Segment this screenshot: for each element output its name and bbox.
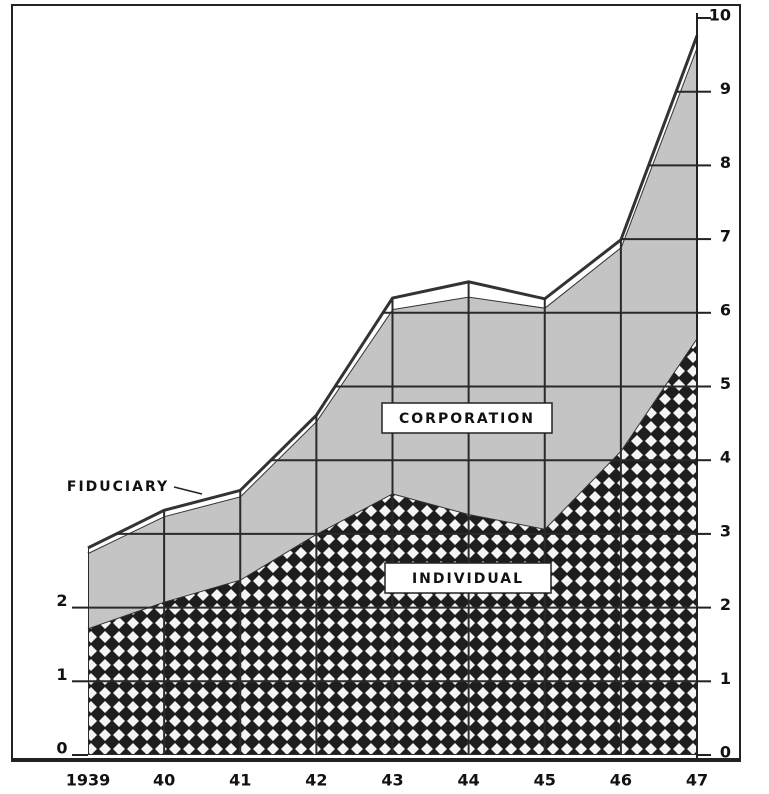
- y-tick-label: 4: [720, 448, 731, 467]
- y-tick-label: 7: [720, 227, 731, 246]
- x-tick-label: 44: [457, 771, 479, 790]
- y-tick-label: 9: [720, 79, 731, 98]
- y-tick-label: 5: [720, 374, 731, 393]
- x-tick-label: 47: [686, 771, 708, 790]
- series-label: INDIVIDUAL: [412, 571, 524, 587]
- y-tick-label: 1: [720, 669, 731, 688]
- label-box: [384, 562, 552, 594]
- x-tick-label: 1939: [66, 771, 111, 790]
- label-pointer: [173, 486, 203, 495]
- x-tick-label: 46: [610, 771, 632, 790]
- y-tick-label: 2: [720, 595, 731, 614]
- frame: [11, 4, 741, 762]
- x-tick-label: 43: [381, 771, 403, 790]
- x-tick-label: 45: [534, 771, 556, 790]
- y-tick-label: 0: [720, 743, 731, 762]
- y-tick-label: 8: [720, 153, 731, 172]
- x-tick-label: 40: [153, 771, 175, 790]
- x-tick-label: 42: [305, 771, 327, 790]
- y2-tick-label: 2: [56, 591, 67, 610]
- y2-tick-label: 0: [56, 739, 67, 758]
- labels: CORPORATION INDIVIDUAL FIDUCIARY: [67, 402, 553, 594]
- y-tick-label: 6: [720, 300, 731, 319]
- y-tick-label: 3: [720, 521, 731, 540]
- y-tick-label: 10: [709, 6, 731, 25]
- series-label: CORPORATION: [399, 411, 535, 427]
- series-label: FIDUCIARY: [67, 479, 169, 495]
- label-box: [381, 402, 553, 434]
- x-tick-label: 41: [229, 771, 251, 790]
- y2-tick-label: 1: [56, 665, 67, 684]
